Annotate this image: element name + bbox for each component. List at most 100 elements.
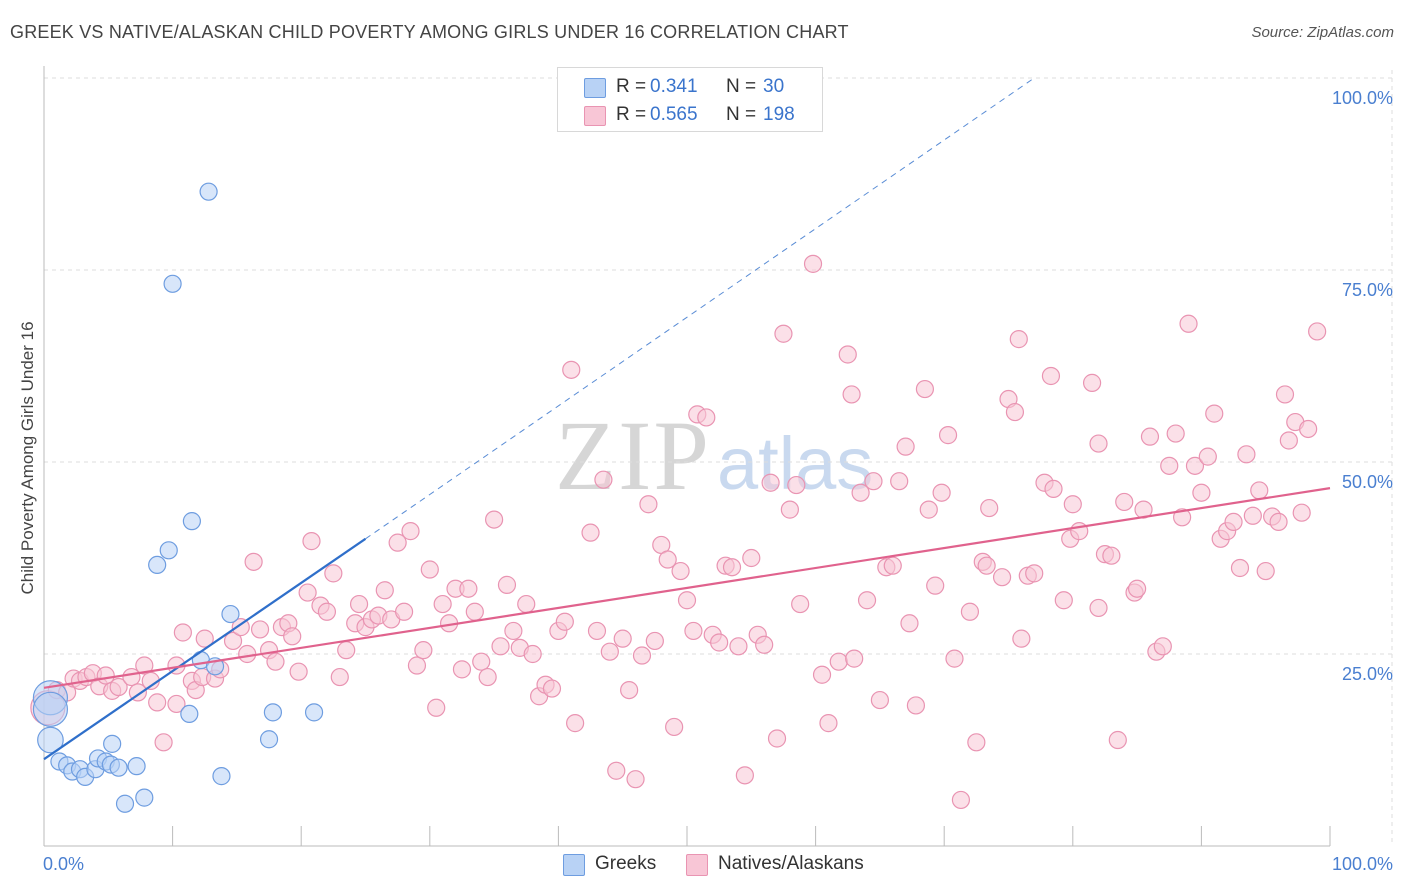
natives-point — [1256, 561, 1275, 581]
tick-labels: 25.0% 50.0% 75.0% 100.0% 0.0% 100.0% — [43, 88, 1393, 874]
natives-point — [1198, 447, 1217, 466]
natives-point — [684, 621, 703, 641]
greeks-point — [115, 794, 135, 813]
natives-point — [1160, 456, 1179, 475]
natives-point — [238, 644, 257, 664]
grid-lines — [44, 70, 1393, 846]
natives-point — [497, 575, 517, 594]
natives-point — [420, 560, 439, 579]
natives-point — [851, 483, 870, 502]
greeks-point — [127, 757, 146, 776]
trend-lines — [43, 77, 1331, 761]
natives-point — [148, 693, 167, 712]
r-value: 0.565 — [650, 104, 698, 125]
natives-point — [992, 568, 1012, 587]
y-tick-label: 50.0% — [1342, 472, 1393, 492]
greeks-point — [148, 555, 167, 575]
greeks-point — [109, 758, 128, 777]
natives-point — [1089, 598, 1108, 618]
natives-point — [195, 629, 214, 648]
natives-point — [1173, 508, 1192, 527]
natives-point — [302, 532, 321, 551]
natives-point — [1292, 503, 1311, 522]
source-credit: Source: ZipAtlas.com — [1251, 24, 1394, 41]
natives-point — [1108, 730, 1127, 750]
x-tick-label: 0.0% — [43, 854, 84, 874]
natives-point — [1279, 431, 1298, 450]
natives-point — [414, 641, 433, 660]
natives-point — [542, 679, 562, 698]
natives-point — [1179, 314, 1198, 333]
natives-point — [812, 665, 832, 684]
watermark: ZIPatlas — [555, 398, 873, 513]
natives-point — [945, 649, 964, 668]
natives-point — [427, 698, 446, 717]
greeks-point — [304, 703, 324, 722]
natives-point — [1153, 637, 1172, 656]
natives-point — [401, 522, 420, 541]
greeks-point — [103, 734, 122, 753]
legend-row-greeks: R = 0.341 N = 30 — [558, 74, 822, 102]
natives-point — [317, 602, 337, 621]
natives-point — [1009, 330, 1028, 349]
natives-point — [1308, 322, 1327, 341]
natives-point — [388, 533, 407, 552]
natives-point — [838, 345, 857, 364]
natives-point — [896, 437, 915, 456]
natives-point — [1230, 558, 1250, 578]
y-tick-label: 25.0% — [1342, 664, 1393, 684]
natives-point — [677, 591, 697, 610]
natives-point — [755, 635, 774, 654]
natives-point — [977, 556, 996, 575]
r-label: R = — [616, 76, 647, 97]
natives-point — [523, 644, 542, 664]
natives-point — [154, 733, 173, 752]
natives-point — [1166, 424, 1185, 443]
natives-point — [1012, 629, 1031, 648]
greeks-point — [163, 274, 182, 293]
axes — [43, 66, 1331, 847]
natives-point — [504, 621, 523, 641]
natives-point — [109, 677, 128, 697]
natives-point — [324, 564, 343, 583]
series-greeks-points — [32, 182, 324, 813]
natives-point — [906, 696, 926, 715]
natives-point — [1102, 546, 1121, 565]
y-tick-label: 75.0% — [1342, 280, 1393, 300]
natives-point — [1025, 564, 1044, 583]
natives-point — [620, 680, 639, 700]
natives-point — [1275, 385, 1295, 404]
natives-point — [915, 379, 935, 399]
x-tick-label: 100.0% — [1332, 854, 1393, 874]
natives-point — [485, 510, 504, 529]
natives-point — [960, 602, 980, 621]
natives-point — [803, 254, 823, 273]
greeks-swatch — [563, 854, 585, 876]
natives-point — [173, 623, 192, 642]
greeks-point — [135, 788, 154, 807]
natives-point — [697, 408, 716, 427]
natives-point — [298, 583, 317, 602]
greeks-trend-extension — [365, 77, 1035, 540]
natives-point — [250, 620, 270, 639]
natives-point — [459, 579, 478, 598]
natives-point — [829, 652, 848, 671]
correlation-legend: R = 0.341 N = 30 R = 0.565 N = 198 — [557, 67, 823, 132]
natives-point — [433, 594, 452, 614]
natives-point — [594, 470, 613, 489]
y-tick-label: 100.0% — [1332, 88, 1393, 108]
greeks-point — [259, 730, 279, 749]
natives-point — [613, 629, 632, 648]
greeks-point — [221, 604, 240, 624]
greeks-point — [159, 541, 178, 560]
natives-point — [587, 621, 607, 641]
natives-point — [1243, 506, 1262, 525]
natives-point — [729, 637, 748, 656]
r-label: R = — [616, 104, 647, 125]
natives-point — [167, 694, 186, 714]
greeks-point — [180, 704, 199, 724]
natives-point — [394, 602, 414, 621]
legend-row-natives: R = 0.565 N = 198 — [558, 102, 822, 130]
natives-point — [780, 500, 799, 519]
natives-point — [787, 475, 806, 495]
